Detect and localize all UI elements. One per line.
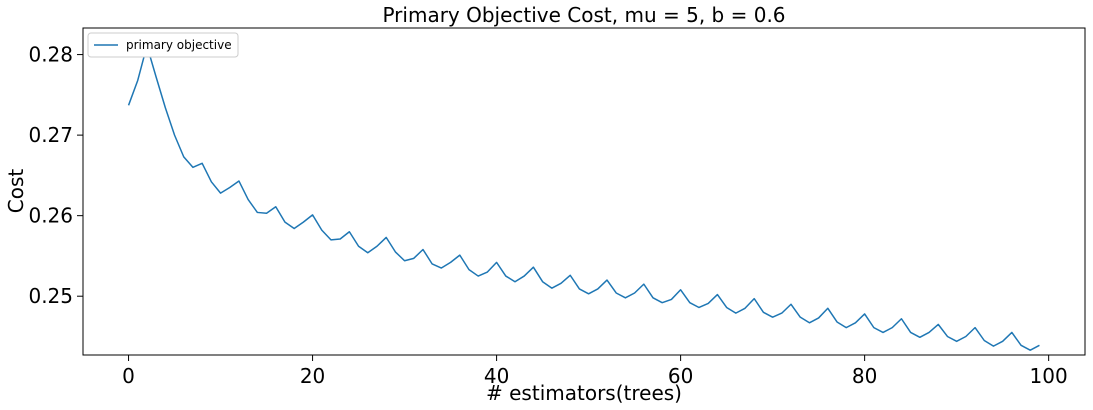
x-tick-label: 20 xyxy=(300,364,325,388)
y-tick-label: 0.27 xyxy=(28,123,73,147)
x-tick-label: 0 xyxy=(122,364,135,388)
series-layer xyxy=(127,44,1040,351)
series-line-primary-objective xyxy=(127,44,1040,351)
legend-box xyxy=(87,32,239,58)
y-tick-label: 0.28 xyxy=(28,43,73,67)
x-axis-label: # estimators(trees) xyxy=(486,381,682,405)
x-tick-label: 40 xyxy=(484,364,509,388)
y-axis-ticks: 0.25 0.26 0.27 0.28 xyxy=(28,43,83,308)
legend-label: primary objective xyxy=(126,38,232,52)
chart-title: Primary Objective Cost, mu = 5, b = 0.6 xyxy=(382,3,785,27)
legend: primary objective xyxy=(87,32,239,58)
x-axis-ticks: 0 20 40 60 80 100 xyxy=(122,355,1068,388)
x-tick-label: 80 xyxy=(852,364,877,388)
y-axis-label: Cost xyxy=(4,169,28,214)
y-tick-label: 0.25 xyxy=(28,284,73,308)
y-tick-label: 0.26 xyxy=(28,204,73,228)
plot-frame xyxy=(82,27,1086,356)
x-tick-label: 100 xyxy=(1030,364,1068,388)
x-tick-label: 60 xyxy=(668,364,693,388)
